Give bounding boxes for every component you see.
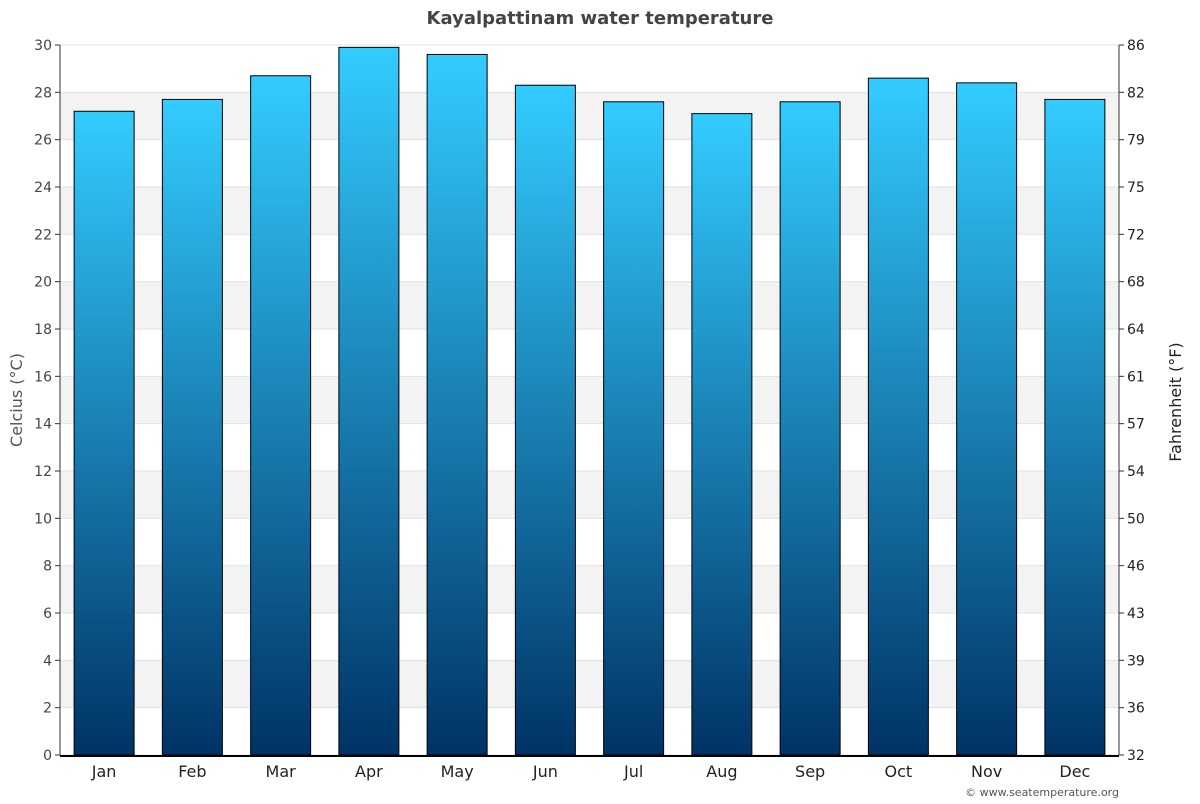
bar-may <box>426 53 488 756</box>
y-tick-label: 12 <box>34 464 52 480</box>
chart-title: Kayalpattinam water temperature <box>427 8 774 29</box>
y-tick-label: 16 <box>34 369 52 385</box>
bar-sep <box>779 101 841 756</box>
grid-band <box>60 565 1119 613</box>
x-tick-label: Sep <box>795 762 825 781</box>
y-right-tick-label: 75 <box>1127 180 1145 196</box>
bar-aug <box>691 113 753 756</box>
bar-jan <box>73 110 135 756</box>
y-right-tick-label: 50 <box>1127 511 1145 527</box>
x-tick-label: Feb <box>178 762 206 781</box>
bar-feb <box>161 98 223 756</box>
y-right-tick-label: 36 <box>1127 701 1145 717</box>
y-right-tick-label: 61 <box>1127 369 1145 385</box>
x-tick-label: Jan <box>91 762 117 781</box>
x-tick-label: Oct <box>885 762 913 781</box>
x-tick-label: Mar <box>266 762 297 781</box>
x-tick-label: Apr <box>355 762 383 781</box>
y-tick-label: 18 <box>34 322 52 338</box>
x-tick-label: Aug <box>706 762 737 781</box>
bar-apr <box>338 46 400 756</box>
y-tick-label: 14 <box>34 417 52 433</box>
x-tick-label: Dec <box>1059 762 1090 781</box>
x-tick-label: May <box>441 762 474 781</box>
y-tick-label: 22 <box>34 227 52 243</box>
bar-nov <box>956 82 1018 756</box>
y-right-tick-label: 32 <box>1127 748 1145 764</box>
y-right-tick-label: 43 <box>1127 606 1145 622</box>
grid-band <box>60 281 1119 329</box>
y-tick-label: 26 <box>34 133 52 149</box>
y-axis-right-label: Fahrenheit (°F) <box>1166 342 1185 461</box>
y-tick-label: 20 <box>34 275 52 291</box>
grid-band <box>60 660 1119 708</box>
y-tick-label: 30 <box>34 38 52 54</box>
bar-oct <box>867 77 929 756</box>
y-tick-label: 10 <box>34 511 52 527</box>
y-right-tick-label: 64 <box>1127 322 1145 338</box>
y-right-tick-label: 54 <box>1127 464 1145 480</box>
y-right-tick-label: 39 <box>1127 653 1145 669</box>
y-right-tick-label: 68 <box>1127 275 1145 291</box>
y-tick-label: 28 <box>34 85 52 101</box>
grid-band <box>60 92 1119 140</box>
y-tick-label: 2 <box>43 701 52 717</box>
y-right-tick-label: 72 <box>1127 227 1145 243</box>
grid-band <box>60 376 1119 424</box>
x-tick-label: Jun <box>532 762 558 781</box>
bar-dec <box>1044 98 1106 756</box>
y-tick-label: 6 <box>43 606 52 622</box>
y-right-tick-label: 79 <box>1127 133 1145 149</box>
y-tick-label: 4 <box>43 653 52 669</box>
credit-text: © www.seatemperature.org <box>965 786 1119 799</box>
y-tick-label: 0 <box>43 748 52 764</box>
y-tick-label: 24 <box>34 180 52 196</box>
y-tick-label: 8 <box>43 559 52 575</box>
bar-mar <box>250 75 312 756</box>
grid-band <box>60 471 1119 519</box>
grid-band <box>60 187 1119 235</box>
y-right-tick-label: 46 <box>1127 559 1145 575</box>
y-right-tick-label: 57 <box>1127 417 1145 433</box>
y-right-tick-label: 86 <box>1127 38 1145 54</box>
y-right-tick-label: 82 <box>1127 85 1145 101</box>
x-tick-label: Nov <box>971 762 1002 781</box>
y-axis-label: Celcius (°C) <box>7 353 26 447</box>
x-tick-label: Jul <box>623 762 643 781</box>
bar-jul <box>603 101 665 756</box>
bar-jun <box>514 84 576 756</box>
